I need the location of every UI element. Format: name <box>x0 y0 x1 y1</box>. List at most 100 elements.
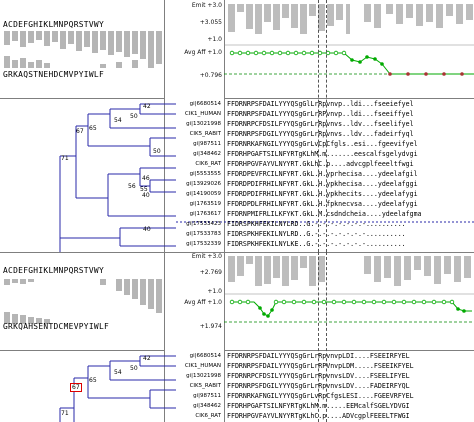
scale-one: +1.0 <box>207 288 222 295</box>
aligned-sequence: FFDRDPDIFRHILNFYRT.GkL.H.ypkhecits....yd… <box>227 190 418 198</box>
divider <box>224 252 225 422</box>
bootstrap-value: 50 <box>153 148 161 155</box>
aligned-sequence: FFDRNRPSFDAILYYYQSgGrLrRpvnvpLDI....FSEE… <box>227 352 410 360</box>
bootstrap-value: 65 <box>89 125 97 132</box>
bootstrap-value: 65 <box>89 377 97 384</box>
leaf-name[interactable]: gi|348462 <box>193 403 221 409</box>
divider <box>0 350 164 351</box>
emit-value: +3.055 <box>199 19 222 26</box>
bootstrap-value: 55 <box>140 186 148 193</box>
alignment-panel-2: ACDEFGHIKLMNPQRSTVWY GRKQAHSENTDCMEVPYIW… <box>0 252 474 422</box>
leaf-name[interactable]: gi|13929026 <box>186 181 221 187</box>
leaf-name[interactable]: CIK6_RAT <box>195 413 221 419</box>
leaf-name[interactable]: gi|6680514 <box>189 101 221 107</box>
logo-bars-2 <box>4 279 162 324</box>
aligned-sequence: FIDRSPKHFEKILNYLRD..G.-.-.-.-.-.-.-.....… <box>227 230 406 238</box>
bootstrap-value: 40 <box>142 192 150 199</box>
leaf-name[interactable]: gi|17533423 <box>186 221 221 227</box>
aligned-sequence: FIDRSPKHFEKILNYLKE..G.-.-.-.-.-.-.-.....… <box>227 240 406 248</box>
aligned-sequence: FFDRNPMIFRLILKFYKT.GkL.M.csdndcheia....y… <box>227 210 422 218</box>
column-marker <box>318 252 319 422</box>
leaf-name[interactable]: gi|6680514 <box>189 353 221 359</box>
aligned-sequence: FFDRDPEVFRCILNFYRT.GkL.H.yprhecisa....yd… <box>227 170 418 178</box>
avg-aff-label: Avg Aff +1.0 <box>184 299 222 306</box>
divider <box>224 0 225 252</box>
aligned-sequence: FFDRHPGAFTSILNFYRTgKLhM.m.......eescalfs… <box>227 150 418 158</box>
divider <box>224 98 474 99</box>
affinity-points-filled <box>350 55 384 66</box>
column-marker <box>326 252 327 422</box>
bootstrap-value: 42 <box>143 103 151 110</box>
logo-bottom-residues: GRKAQSTNEHDCMVPYIWLF <box>3 70 105 79</box>
logo-top-residues: ACDEFGHIKLMNPQRSTVWY <box>3 20 105 29</box>
leaf-name[interactable]: gi|5553555 <box>189 171 221 177</box>
bootstrap-value: 67 <box>76 128 84 135</box>
bootstrap-value: 54 <box>114 369 122 376</box>
leaf-name[interactable]: gi|14190059 <box>186 191 221 197</box>
aligned-sequence: FFDRNRKAFNGILYYYQSgGrLvRpCfgsLESI....FGE… <box>227 392 414 400</box>
bootstrap-value: 54 <box>114 117 122 124</box>
alignment-panel-1: ACDEFGHIKLMNPQRSTVWY GRKAQSTNEHDCMVPY <box>0 0 474 252</box>
leaf-name[interactable]: CIK5_RABIT <box>189 131 221 137</box>
leaf-name[interactable]: CIK5_RABIT <box>189 383 221 389</box>
bootstrap-value: 40 <box>143 226 151 233</box>
leaf-name[interactable]: gi|17533783 <box>186 231 221 237</box>
aligned-sequence: FIDRSPKHFEKILNYLRD..G.-.-.-.-.-.-.-.....… <box>227 220 406 228</box>
column-marker <box>318 0 319 252</box>
aligned-sequence: FFDRHPGVFAYVLNYYRT.GkLhC.p....advcgplfee… <box>227 160 414 168</box>
avg-aff-label: Avg Aff +1.0 <box>184 49 222 56</box>
affinity-line <box>232 301 472 317</box>
aligned-sequence: FFDRNRPSFDAILYYYQSgGrLrRPVnvpLDM.....FSE… <box>227 362 414 370</box>
bootstrap-value: 56 <box>128 183 136 190</box>
logo-top-residues: ACDEFGHIKLMNPQRSTVWY <box>3 266 105 275</box>
bottom-scale-value: +1.974 <box>199 323 222 330</box>
leaf-name[interactable]: gi|987511 <box>193 141 221 147</box>
sequence-logo-2: ACDEFGHIKLMNPQRSTVWY GRKQAHSENTDCMEVPYIW… <box>0 252 164 350</box>
leaf-name[interactable]: gi|1763617 <box>189 211 221 217</box>
leaf-name[interactable]: gi|987511 <box>193 393 221 399</box>
column-marker <box>326 0 327 252</box>
aligned-sequence: FFDRNRPSFDAILYYYQSgGlLrRpvnvp..ldi...fse… <box>227 100 414 108</box>
logo-bars-1 <box>4 31 162 68</box>
leaf-name[interactable]: gi|1763519 <box>189 201 221 207</box>
bootstrap-value: 42 <box>143 355 151 362</box>
aligned-sequence: FFDRNRPCFDSILYYYQSgGrLrRpvnvsLDV....FSEE… <box>227 372 410 380</box>
aligned-sequence: FFDRDPDIFRHILNFYRT.GkL.H.ypkhecisa....yd… <box>227 180 418 188</box>
leaf-name[interactable]: gi|13021998 <box>186 373 221 379</box>
affinity-points <box>229 299 455 305</box>
bootstrap-value: 71 <box>61 410 69 417</box>
leaf-name[interactable]: gi|348462 <box>193 151 221 157</box>
aligned-sequence: FFDRHPGAFTSILNFYRTgKLhM.m.....EEMcalfSGE… <box>227 402 410 410</box>
aligned-sequence: FFDRNRPSFDAILYYYQSgGrLrRPvnvp..ldi...fse… <box>227 110 414 118</box>
selected-node-badge[interactable]: 67 <box>70 383 82 392</box>
bootstrap-value: 71 <box>61 155 69 162</box>
affinity-points-filled <box>258 306 466 318</box>
emit-scale-label: Emit +3.0 <box>191 2 222 9</box>
emit-bars <box>228 4 473 34</box>
aligned-sequence: FFDRHPGVFAYVLNYYRTgKLhC.p....ADVcgplFEEE… <box>227 412 410 420</box>
leaf-name[interactable]: gi|13021998 <box>186 121 221 127</box>
aligned-sequence: FFDRNRPSFDGILYYYQSgGrLrRpvnvsLDV....FADE… <box>227 382 410 390</box>
emit-bars <box>228 256 471 286</box>
aligned-sequence: FFDRDPDLFRHILNFYRT.GkL.H.fpknecvsa....yd… <box>227 200 418 208</box>
track-plot-1 <box>224 4 474 76</box>
affinity-line <box>232 52 474 75</box>
leaf-name[interactable]: CIK1_HUMAN <box>184 363 221 369</box>
aligned-sequence: FFDRNRPSFDGILYYYQSgGrLrRpvnvs..ldv...fad… <box>227 130 414 138</box>
divider <box>164 252 165 422</box>
aligned-sequence: FFDRNRKAFNGILYYYQSgGrLvCpCfgls..esi...fg… <box>227 140 418 148</box>
bootstrap-value: 46 <box>142 175 150 182</box>
baseline-points <box>388 72 464 76</box>
leaf-name[interactable]: gi|17532339 <box>186 241 221 247</box>
bootstrap-value: 50 <box>130 365 138 372</box>
affinity-points <box>229 50 347 56</box>
divider <box>0 252 474 253</box>
emit-value: +2.769 <box>199 269 222 276</box>
leaf-name[interactable]: CIK6_RAT <box>195 161 221 167</box>
leaf-name[interactable]: CIK1_HUMAN <box>184 111 221 117</box>
divider <box>164 0 165 252</box>
sequence-logo-1: ACDEFGHIKLMNPQRSTVWY GRKAQSTNEHDCMVPY <box>0 0 164 98</box>
aligned-sequence: FFDRNRPCFDSILFYYQSgGrLrRpvnvs..ldv...fse… <box>227 120 414 128</box>
divider <box>224 350 474 351</box>
emit-scale-label: Emit +3.0 <box>191 253 222 260</box>
